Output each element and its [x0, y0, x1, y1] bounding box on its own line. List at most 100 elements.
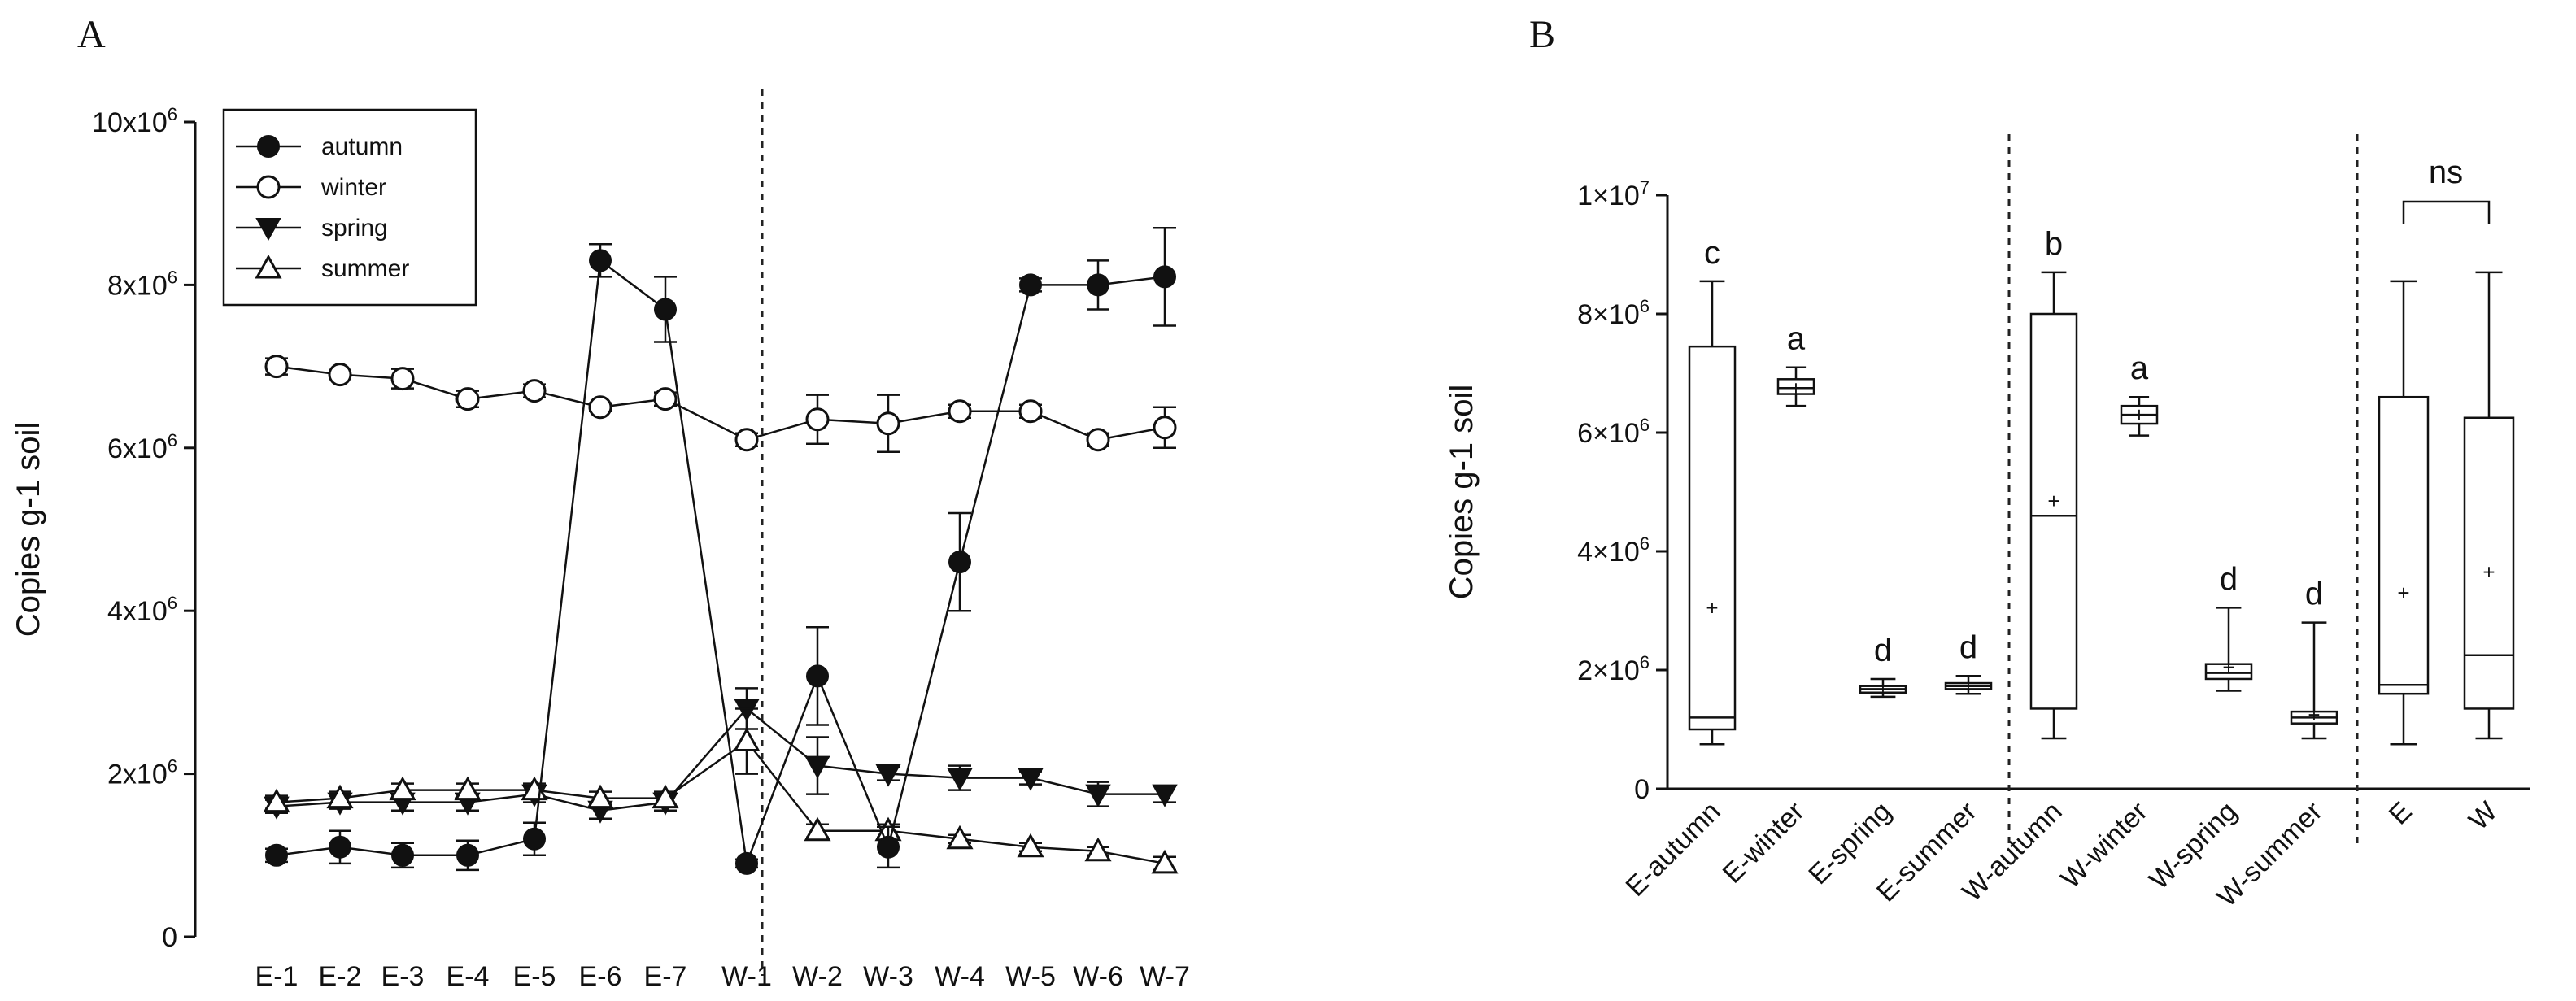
legend-marker-summer — [255, 254, 282, 279]
y-tick-label-a-5: 10x106 — [92, 104, 177, 138]
box-body — [1776, 378, 1815, 395]
x-tick-label-a: W-5 — [1005, 961, 1056, 992]
point-summer — [804, 816, 831, 842]
point-summer — [454, 776, 482, 801]
significance-letter: c — [1704, 235, 1720, 271]
point-autumn — [1153, 265, 1176, 289]
point-winter — [455, 387, 480, 411]
y-tick-label-b-3-exp: 6 — [1640, 415, 1650, 435]
legend-label-autumn: autumn — [321, 133, 403, 160]
point-autumn — [948, 551, 971, 574]
y-tick-label-b-1-exp: 6 — [1640, 652, 1650, 672]
significance-letter: d — [2305, 577, 2323, 612]
x-tick-label-a: E-3 — [381, 961, 425, 992]
y-tick-label-a-3-base: 6x10 — [107, 433, 168, 464]
box-mean: + — [2133, 403, 2145, 427]
box-body — [2204, 663, 2253, 681]
panel-letter-a: A — [77, 13, 106, 56]
box-mean: + — [1962, 674, 1974, 699]
box-body — [2029, 312, 2078, 710]
y-tick-label-b-2-exp: 6 — [1640, 533, 1650, 554]
panel-letter-b: B — [1529, 13, 1555, 56]
y-tick-label-a-1-base: 2x10 — [107, 759, 168, 790]
point-summer — [389, 776, 416, 801]
box-W-summer: +d — [2290, 577, 2338, 740]
point-autumn — [265, 843, 288, 867]
point-winter — [522, 379, 547, 403]
point-summer — [263, 788, 290, 813]
y-tick-label-a-5-exp: 6 — [168, 104, 177, 124]
box-mean: + — [2308, 703, 2320, 727]
y-tick-label-a-4-base: 8x10 — [107, 270, 168, 301]
point-summer — [733, 727, 761, 752]
series-line-spring — [276, 707, 1165, 812]
y-tick-label-b-2-base: 4×10 — [1577, 537, 1640, 568]
legend-marker-autumn — [257, 135, 280, 158]
point-winter — [876, 411, 900, 436]
point-summer — [652, 784, 679, 809]
point-autumn — [806, 664, 829, 688]
box-E-winter: +a — [1776, 321, 1815, 407]
x-tick-label-a: W-7 — [1140, 961, 1190, 992]
point-summer — [1151, 849, 1179, 874]
ns-bracket: ns — [2402, 155, 2491, 224]
point-winter — [948, 399, 972, 424]
x-tick-label-b: E — [2383, 796, 2418, 831]
point-summer — [946, 825, 974, 850]
legend-label-spring: spring — [321, 215, 388, 242]
box-E: + — [2378, 280, 2430, 746]
box-mean: + — [2047, 489, 2059, 513]
y-tick-label-b-5: 1×107 — [1577, 177, 1650, 211]
y-tick-label-b-0-base: 0 — [1634, 774, 1650, 805]
ns-bracket-line — [2402, 200, 2491, 224]
box-W-autumn: +b — [2029, 226, 2078, 740]
point-summer — [326, 784, 354, 809]
point-spring — [804, 755, 830, 779]
series-winter — [264, 355, 1177, 454]
point-autumn — [329, 835, 351, 859]
series-spring — [264, 687, 1178, 824]
point-winter — [805, 407, 830, 432]
significance-letter: d — [1959, 629, 1977, 665]
point-winter — [588, 395, 612, 420]
point-autumn — [589, 249, 612, 272]
point-spring — [1085, 784, 1111, 807]
y-tick-label-a-4-exp: 6 — [168, 267, 177, 287]
y-tick-label-a-1-exp: 6 — [168, 756, 177, 777]
y-tick-label-b-4-exp: 6 — [1640, 296, 1650, 316]
box-body — [1688, 345, 1737, 731]
point-summer — [1017, 833, 1044, 858]
box-E-spring: +d — [1859, 633, 1907, 701]
x-tick-label-b: E-winter — [1717, 796, 1811, 890]
box-E-summer: +d — [1944, 629, 1993, 699]
significance-letter: d — [2220, 561, 2238, 597]
y-tick-label-a-0-base: 0 — [162, 922, 177, 953]
x-tick-label-a: W-6 — [1073, 961, 1123, 992]
x-tick-label-a: E-1 — [255, 961, 299, 992]
box-mean: + — [2397, 581, 2409, 605]
ns-label: ns — [2429, 155, 2463, 190]
y-tick-label-b-5-base: 1×10 — [1577, 181, 1640, 211]
y-tick-label-b-1-base: 2×10 — [1577, 655, 1640, 686]
box-W-spring: +d — [2204, 561, 2253, 692]
y-tick-label-a-0: 0 — [162, 922, 177, 953]
x-tick-label-b: W-winter — [2055, 796, 2153, 894]
y-tick-label-a-1: 2x106 — [107, 756, 177, 790]
point-autumn — [735, 851, 758, 875]
point-winter — [734, 428, 759, 452]
x-tick-label-a: E-2 — [319, 961, 362, 992]
legend-marker-winter — [256, 175, 281, 199]
x-tick-label-a: W-4 — [935, 961, 985, 992]
y-tick-label-b-2: 4×106 — [1577, 533, 1650, 568]
significance-letter: a — [2130, 350, 2149, 386]
y-tick-label-a-2-exp: 6 — [168, 593, 177, 613]
point-winter — [328, 363, 352, 387]
point-autumn — [1087, 273, 1109, 297]
y-tick-label-a-3-exp: 6 — [168, 430, 177, 450]
significance-letter: d — [1874, 633, 1892, 668]
point-autumn — [1019, 273, 1042, 297]
box-body — [2378, 395, 2430, 695]
